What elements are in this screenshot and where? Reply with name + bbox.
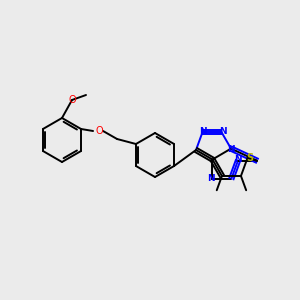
- Text: O: O: [68, 95, 76, 105]
- Text: N: N: [219, 127, 226, 136]
- Text: S: S: [246, 153, 253, 163]
- Text: N: N: [207, 174, 214, 183]
- Text: N: N: [227, 145, 235, 154]
- Text: O: O: [95, 126, 103, 136]
- Text: N: N: [234, 155, 242, 164]
- Text: N: N: [199, 127, 206, 136]
